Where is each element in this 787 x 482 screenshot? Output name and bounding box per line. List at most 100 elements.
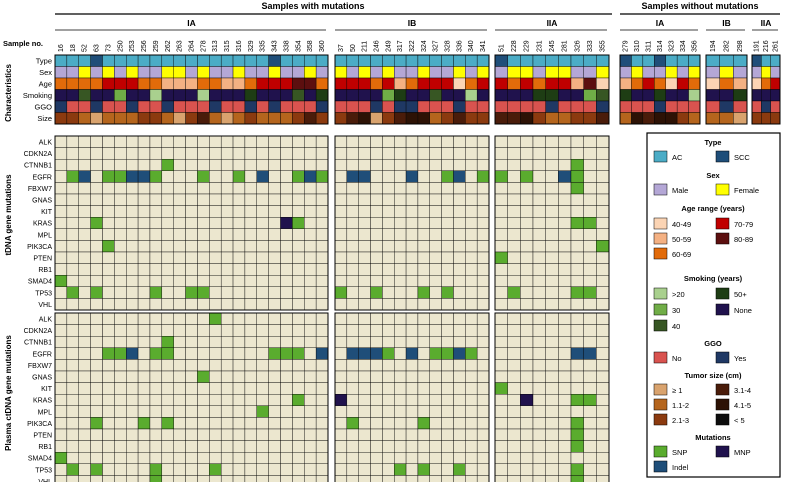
char-cell (280, 54, 293, 67)
char-cell (453, 77, 466, 90)
empty-cell (292, 275, 305, 288)
empty-cell (558, 275, 572, 288)
sample-number: 51 (498, 44, 505, 52)
char-cell (137, 112, 151, 125)
legend-swatch-smoke-none (715, 303, 730, 316)
char-cell (770, 100, 781, 113)
char-cell (676, 112, 689, 125)
empty-cell (54, 417, 68, 430)
empty-cell (596, 336, 610, 349)
empty-cell (292, 205, 305, 218)
empty-cell (197, 205, 210, 218)
empty-cell (173, 452, 186, 465)
gene-label: TP53 (35, 467, 52, 474)
empty-cell (209, 370, 222, 383)
section-characteristics: Characteristics (4, 64, 13, 122)
empty-cell (532, 370, 546, 383)
empty-cell (417, 405, 430, 418)
empty-cell (78, 286, 91, 299)
char-cell (220, 77, 234, 90)
empty-cell (315, 240, 329, 253)
char-cell (476, 100, 490, 113)
gene-label: TP53 (35, 290, 52, 297)
empty-cell (532, 417, 546, 430)
empty-cell (304, 286, 317, 299)
empty-cell (370, 205, 383, 218)
empty-cell (417, 382, 430, 395)
empty-cell (161, 251, 174, 264)
char-cell (185, 100, 198, 113)
empty-cell (417, 370, 430, 383)
empty-cell (280, 428, 293, 441)
char-cell (532, 77, 546, 90)
empty-cell (520, 228, 534, 241)
empty-cell (256, 440, 269, 453)
char-cell (382, 100, 395, 113)
empty-cell (570, 312, 584, 325)
empty-cell (137, 347, 151, 360)
empty-cell (465, 463, 478, 476)
empty-cell (102, 251, 115, 264)
empty-cell (209, 405, 222, 418)
empty-cell (583, 463, 597, 476)
mutation-cell (476, 170, 490, 183)
mutation-cell (441, 286, 454, 299)
char-row-label: Sex (39, 68, 52, 77)
empty-cell (453, 394, 466, 407)
sample-number: 259 (153, 40, 160, 52)
empty-cell (126, 135, 139, 148)
empty-cell (441, 394, 454, 407)
empty-cell (126, 205, 139, 218)
empty-cell (197, 440, 210, 453)
empty-cell (494, 147, 508, 160)
empty-cell (137, 228, 151, 241)
empty-cell (220, 312, 234, 325)
empty-cell (137, 312, 151, 325)
char-cell (346, 112, 359, 125)
empty-cell (405, 382, 419, 395)
empty-cell (429, 463, 442, 476)
mutation-cell (520, 170, 534, 183)
empty-cell (507, 336, 521, 349)
empty-cell (596, 182, 610, 195)
empty-cell (465, 216, 478, 229)
char-cell (90, 77, 103, 90)
empty-cell (315, 135, 329, 148)
empty-cell (244, 251, 257, 264)
char-cell (751, 77, 762, 90)
empty-cell (256, 228, 269, 241)
empty-cell (545, 135, 559, 148)
empty-cell (304, 135, 317, 148)
char-cell (334, 54, 348, 67)
empty-cell (520, 182, 534, 195)
gene-label: KRAS (33, 221, 52, 228)
char-cell (676, 100, 689, 113)
char-cell (417, 77, 430, 90)
empty-cell (292, 440, 305, 453)
legend-size-11: 1.1-2 (672, 401, 689, 410)
empty-cell (382, 440, 395, 453)
empty-cell (558, 298, 572, 311)
empty-cell (441, 158, 454, 171)
empty-cell (583, 170, 597, 183)
sample-number: 354 (295, 40, 302, 52)
char-cell (90, 89, 103, 102)
char-cell (173, 89, 186, 102)
empty-cell (54, 251, 68, 264)
empty-cell (149, 452, 163, 465)
sample-number: 211 (362, 41, 369, 52)
empty-cell (185, 463, 198, 476)
empty-cell (334, 405, 348, 418)
char-cell (315, 89, 329, 102)
sample-number: 313 (212, 40, 219, 52)
legend-swatch-smoke-20 (653, 287, 668, 300)
empty-cell (583, 475, 597, 482)
empty-cell (465, 193, 478, 206)
empty-cell (197, 417, 210, 430)
empty-cell (596, 228, 610, 241)
empty-cell (244, 158, 257, 171)
empty-cell (209, 170, 222, 183)
empty-cell (405, 263, 419, 276)
empty-cell (209, 452, 222, 465)
sample-number: 194 (710, 40, 717, 52)
